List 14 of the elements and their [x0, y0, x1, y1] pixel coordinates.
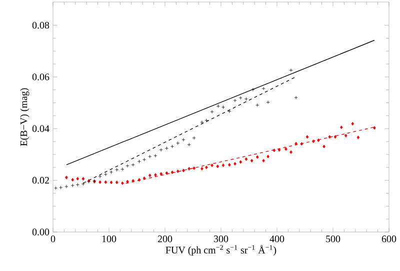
x-tick-label: 500	[326, 236, 340, 242]
y-tick-label: 0.06	[32, 74, 50, 80]
x-tick-label: 100	[102, 236, 116, 242]
y-tick-label: 0.04	[32, 125, 50, 132]
y-axis-title: E(B−V) (mag)	[20, 88, 30, 146]
y-tick-label: 0.00	[32, 228, 50, 236]
x-tick-label: 0	[50, 236, 56, 242]
x-tick-label: 200	[158, 236, 172, 242]
y-tick-label: 0.08	[32, 22, 50, 29]
x-tick-label: 600	[382, 236, 396, 242]
text: FUV (ph cm$^{−2}$ s$^{−1}$ sr$^{−1}$ Å$^{−1}$)	[166, 245, 276, 256]
y-tick-label: 0.02	[32, 176, 49, 184]
x-tick-label: 400	[270, 236, 284, 242]
x-tick-label: 300	[214, 236, 228, 242]
